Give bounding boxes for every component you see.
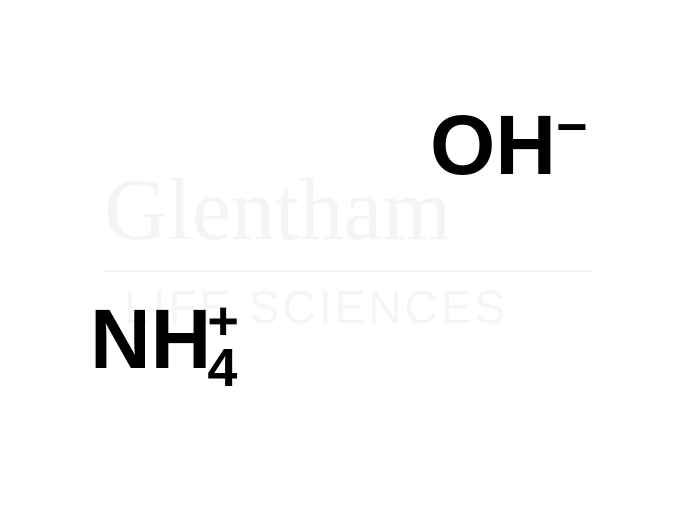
ammonium-charge: + xyxy=(207,291,239,351)
watermark-brand-top: Glentham xyxy=(104,160,451,261)
ammonium-formula: NH4+ xyxy=(90,290,273,399)
hydroxide-charge: − xyxy=(556,97,588,157)
ammonium-base: NH xyxy=(90,292,211,386)
diagram-canvas: Glentham LIFE SCIENCES OH− NH4+ xyxy=(0,0,696,520)
watermark-divider xyxy=(104,270,592,272)
hydroxide-formula: OH− xyxy=(430,96,588,194)
hydroxide-base: OH xyxy=(430,98,556,192)
